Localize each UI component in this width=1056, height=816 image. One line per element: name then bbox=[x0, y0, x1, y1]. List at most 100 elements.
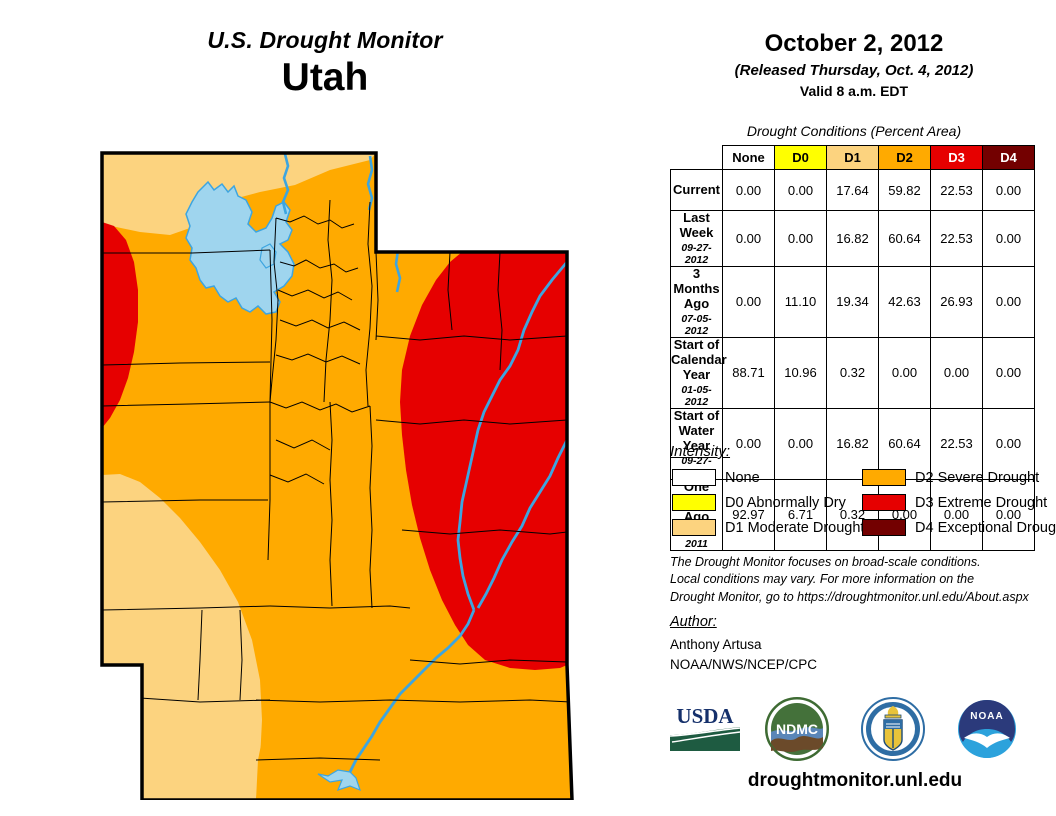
author-affiliation: NOAA/NWS/NCEP/CPC bbox=[670, 656, 818, 672]
legend-swatch-d2 bbox=[862, 469, 906, 486]
cell-lastweek-d1: 16.82 bbox=[826, 210, 879, 267]
disclaimer-line-3: Drought Monitor, go to https://droughtmo… bbox=[670, 589, 1029, 604]
intensity-heading: Intensity: bbox=[670, 443, 731, 460]
cell-3months-none: 0.00 bbox=[722, 266, 775, 338]
green-river bbox=[456, 261, 569, 611]
cell-wateryear-d2: 60.64 bbox=[878, 407, 931, 480]
row-date: 09-27-2012 bbox=[681, 241, 712, 266]
svg-text:USDA: USDA bbox=[676, 704, 734, 728]
bear-river bbox=[281, 153, 290, 215]
table-row: Last Week 09-27-2012 0.00 0.00 16.82 60.… bbox=[670, 210, 1035, 267]
row-label-3-months-ago: 3 Months Ago 07-05-2012 bbox=[670, 266, 723, 338]
drought-conditions-table: None D0 D1 D2 D3 D4 Current 0.00 0.00 17… bbox=[670, 145, 1035, 551]
region-d3-east bbox=[400, 252, 567, 670]
svg-text:NDMC: NDMC bbox=[776, 721, 818, 737]
ndmc-logo[interactable]: NDMC bbox=[764, 696, 830, 762]
legend-item-d3: D3 Extreme Drought bbox=[862, 494, 1047, 511]
green-river-upper bbox=[394, 249, 402, 293]
row-label-current: Current bbox=[670, 169, 723, 211]
lake-powell-arm bbox=[348, 609, 476, 773]
cell-oneyear-d0: 6.71 bbox=[774, 478, 827, 551]
legend-label-d4: D4 Exceptional Drought bbox=[915, 519, 1056, 536]
legend-swatch-d1 bbox=[672, 519, 716, 536]
col-header-d3: D3 bbox=[930, 145, 983, 170]
table-row: Start of Water Year 09-27-2012 0.00 0.00… bbox=[670, 407, 1035, 480]
map-panel: U.S. Drought Monitor Utah bbox=[0, 28, 650, 800]
cell-current-none: 0.00 bbox=[722, 169, 775, 211]
state-outline bbox=[100, 151, 574, 800]
info-panel: October 2, 2012 (Released Thursday, Oct.… bbox=[652, 0, 1056, 816]
cell-oneyear-d1: 0.32 bbox=[826, 478, 879, 551]
cell-lastweek-d4: 0.00 bbox=[982, 210, 1035, 267]
cell-oneyear-d3: 0.00 bbox=[930, 478, 983, 551]
svg-text:NOAA: NOAA bbox=[970, 711, 1003, 722]
col-header-none: None bbox=[722, 145, 775, 170]
drought-map[interactable] bbox=[80, 140, 620, 800]
row-label-one-year-ago: One Year Ago 10-06-2011 bbox=[670, 478, 723, 551]
cell-current-d0: 0.00 bbox=[774, 169, 827, 211]
usda-logo[interactable]: USDA bbox=[666, 702, 744, 756]
site-url[interactable]: droughtmonitor.unl.edu bbox=[747, 770, 963, 791]
noaa-logo-icon: NOAA bbox=[958, 700, 1016, 758]
row-title-line1: Start of bbox=[673, 336, 720, 352]
region-d2-south bbox=[256, 656, 572, 800]
cell-oneyear-none: 92.97 bbox=[722, 478, 775, 551]
col-header-d1: D1 bbox=[826, 145, 879, 170]
legend-label-d3: D3 Extreme Drought bbox=[915, 494, 1048, 511]
table-row: 3 Months Ago 07-05-2012 0.00 11.10 19.34… bbox=[670, 266, 1035, 338]
legend-item-d2: D2 Severe Drought bbox=[862, 469, 1039, 486]
disclaimer-line-2: Local conditions may vary. For more info… bbox=[670, 572, 975, 587]
cell-calyear-d1: 0.32 bbox=[826, 336, 879, 409]
usda-logo-icon: USDA bbox=[669, 704, 741, 751]
row-title-line2: Water Year bbox=[678, 422, 715, 453]
cell-3months-d3: 26.93 bbox=[930, 266, 983, 338]
cell-calyear-d0: 10.96 bbox=[774, 336, 827, 409]
cell-calyear-d4: 0.00 bbox=[982, 336, 1035, 409]
table-container: None D0 D1 D2 D3 D4 Current 0.00 0.00 17… bbox=[652, 0, 1056, 816]
row-label-start-calendar-year: Start of Calendar Year 01-05-2012 bbox=[670, 336, 727, 409]
cell-oneyear-d4: 0.00 bbox=[982, 478, 1035, 551]
commerce-logo[interactable] bbox=[860, 696, 926, 762]
row-date: 07-05-2012 bbox=[681, 312, 712, 337]
row-label-last-week: Last Week 09-27-2012 bbox=[670, 210, 723, 267]
cell-3months-d1: 19.34 bbox=[826, 266, 879, 338]
north-stream bbox=[366, 155, 374, 211]
title-block: U.S. Drought Monitor Utah bbox=[0, 28, 650, 101]
cell-current-d3: 22.53 bbox=[930, 169, 983, 211]
colorado-river bbox=[476, 439, 569, 609]
noaa-logo[interactable]: NOAA bbox=[954, 696, 1020, 762]
col-header-d2: D2 bbox=[878, 145, 931, 170]
row-title: Last Week bbox=[679, 210, 714, 240]
disclaimer-line-1: The Drought Monitor focuses on broad-sca… bbox=[670, 555, 981, 569]
cell-lastweek-d2: 60.64 bbox=[878, 210, 931, 267]
table-row: Start of Calendar Year 01-05-2012 88.71 … bbox=[670, 336, 1035, 409]
col-header-d0: D0 bbox=[774, 145, 827, 170]
legend-swatch-none bbox=[672, 469, 716, 486]
cell-current-d4: 0.00 bbox=[982, 169, 1035, 211]
cell-wateryear-d4: 0.00 bbox=[982, 407, 1035, 480]
author-heading: Author: bbox=[670, 614, 717, 630]
utah-map-svg[interactable] bbox=[80, 140, 620, 800]
cell-lastweek-d0: 0.00 bbox=[774, 210, 827, 267]
cell-calyear-d2: 0.00 bbox=[878, 336, 931, 409]
page-title: U.S. Drought Monitor bbox=[207, 27, 443, 53]
author-name: Anthony Artusa bbox=[670, 637, 762, 652]
table-corner-cell bbox=[671, 146, 723, 170]
cell-3months-d4: 0.00 bbox=[982, 266, 1035, 338]
valid-time: Valid 8 a.m. EDT bbox=[799, 82, 909, 99]
legend-item-d4: D4 Exceptional Drought bbox=[862, 519, 1056, 536]
date-block: October 2, 2012 (Released Thursday, Oct.… bbox=[652, 30, 1056, 99]
legend-item-d1: D1 Moderate Drought bbox=[672, 519, 864, 536]
legend-swatch-d4 bbox=[862, 519, 906, 536]
valid-date: October 2, 2012 bbox=[764, 30, 944, 57]
cell-3months-d0: 11.10 bbox=[774, 266, 827, 338]
cell-calyear-d3: 0.00 bbox=[930, 336, 983, 409]
table-row: One Year Ago 10-06-2011 92.97 6.71 0.32 … bbox=[670, 478, 1035, 551]
legend-item-d0: D0 Abnormally Dry bbox=[672, 494, 846, 511]
disclaimer-text: The Drought Monitor focuses on broad-sca… bbox=[670, 554, 1050, 606]
legend-swatch-d0 bbox=[672, 494, 716, 511]
cell-lastweek-d3: 22.53 bbox=[930, 210, 983, 267]
legend-label-none: None bbox=[725, 469, 760, 486]
row-title-line1: Start of bbox=[673, 407, 720, 423]
table-caption: Drought Conditions (Percent Area) bbox=[746, 123, 962, 139]
